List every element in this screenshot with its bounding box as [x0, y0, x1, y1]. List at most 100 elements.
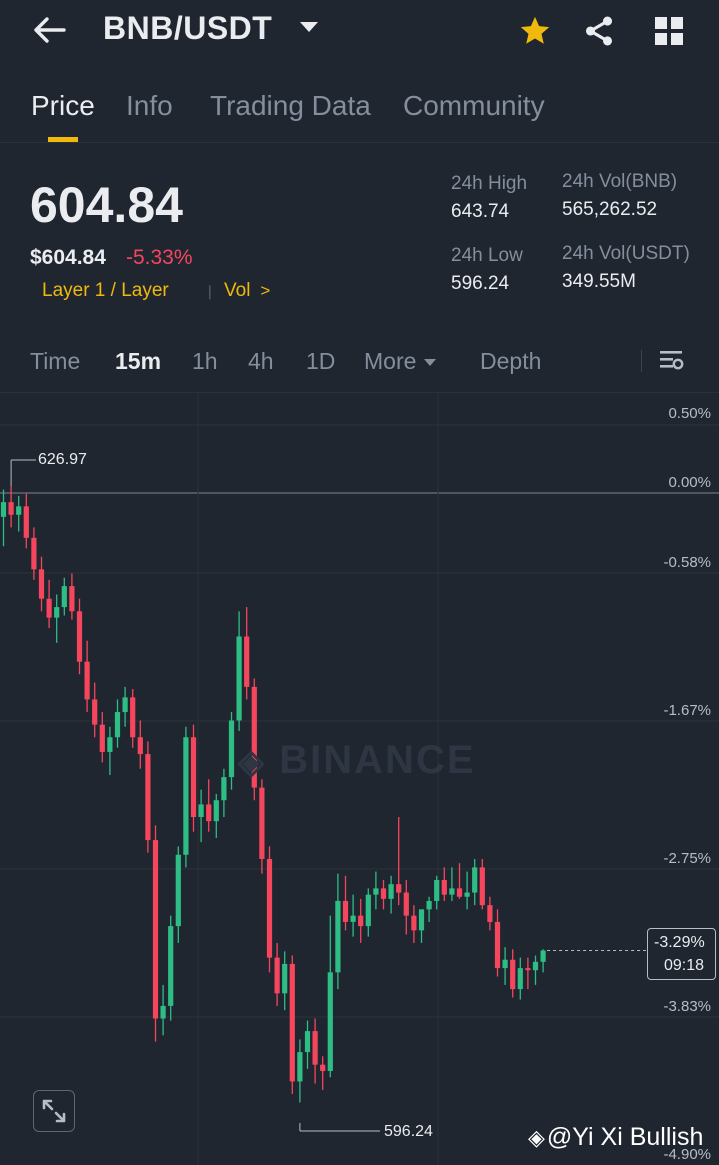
candle-body — [198, 804, 204, 818]
tf-more[interactable]: More — [364, 348, 437, 375]
tab-trading-data[interactable]: Trading Data — [210, 90, 371, 121]
candle-body — [494, 921, 501, 969]
candle-body — [380, 888, 387, 899]
candle-body — [335, 900, 341, 973]
candle-body — [61, 586, 67, 608]
candle-body — [251, 686, 257, 788]
binance-watermark: ◈ BINANCE — [238, 738, 476, 783]
tf-1h[interactable]: 1h — [192, 348, 218, 374]
low-value: 596.24 — [451, 273, 510, 294]
toolbar-divider — [641, 350, 642, 372]
candle-body — [282, 963, 288, 994]
candle-body — [479, 867, 485, 906]
candle-body — [8, 502, 14, 515]
candle-body — [16, 506, 22, 515]
candle-body — [312, 1031, 318, 1065]
candle-body — [320, 1064, 326, 1071]
candle-body — [464, 892, 470, 897]
current-price-box — [647, 928, 716, 980]
candle-body — [449, 888, 455, 895]
last-price: 604.84 — [30, 177, 183, 233]
candle-body — [418, 909, 425, 931]
category-tag[interactable]: Layer 1 / Layer — [42, 280, 169, 301]
candle-body — [114, 712, 121, 738]
fullscreen-button[interactable] — [33, 1090, 75, 1132]
candle-body — [221, 777, 227, 801]
vol-bnb-label: 24h Vol(BNB) — [562, 171, 678, 192]
candle-body — [130, 697, 136, 738]
candle-body — [183, 737, 189, 855]
vol-bnb-value: 565,262.52 — [562, 199, 658, 220]
candle-body — [525, 968, 531, 971]
tf-15m[interactable]: 15m — [115, 348, 162, 374]
candle-body — [76, 611, 83, 662]
vol-link[interactable]: Vol > — [224, 280, 270, 302]
candle-body — [244, 636, 250, 687]
candlestick-chart[interactable] — [0, 393, 719, 1165]
candle-body — [297, 1052, 303, 1082]
candle-body — [289, 963, 295, 1082]
tf-1d[interactable]: 1D — [306, 348, 336, 374]
back-arrow-icon[interactable] — [32, 14, 68, 46]
tab-info[interactable]: Info — [126, 90, 173, 121]
top-bar: BNB/USDT — [0, 0, 719, 66]
binance-diamond-icon: ◈ — [528, 1125, 545, 1150]
candles — [0, 486, 546, 1103]
tab-price[interactable]: Price — [31, 90, 95, 121]
high-value: 643.74 — [451, 201, 510, 222]
candle-body — [107, 737, 113, 752]
candle-body — [84, 661, 90, 700]
tf-time[interactable]: Time — [30, 348, 81, 374]
candle-body — [350, 915, 356, 922]
high-marker-label: 626.97 — [38, 451, 87, 468]
candle-body — [228, 720, 235, 778]
candle-body — [456, 888, 463, 897]
candle-body — [69, 586, 75, 612]
candle-body — [304, 1031, 311, 1053]
candle-body — [266, 858, 273, 958]
axis-tick: -2.75% — [663, 850, 711, 867]
tf-more-label: More — [364, 348, 417, 374]
credit-text: @Yi Xi Bullish — [546, 1123, 704, 1151]
candle-body — [441, 879, 447, 895]
axis-tick: -3.83% — [663, 998, 711, 1015]
tf-depth[interactable]: Depth — [480, 348, 542, 374]
candle-body — [396, 884, 402, 893]
candle-body — [46, 598, 52, 618]
candle-body — [137, 737, 143, 755]
vol-label: Vol — [224, 280, 251, 301]
candle-body — [517, 968, 523, 990]
star-icon[interactable] — [518, 14, 552, 48]
candle-body — [342, 900, 349, 922]
candle-body — [213, 800, 219, 822]
high-label: 24h High — [451, 173, 528, 194]
section-tabs: Price Info Trading Data Community — [0, 80, 719, 143]
tf-4h[interactable]: 4h — [248, 348, 274, 374]
low-label: 24h Low — [451, 245, 523, 266]
candle-body — [31, 537, 37, 570]
chart-settings-icon[interactable] — [659, 349, 685, 373]
axis-tick: -4.90% — [663, 1146, 711, 1163]
tab-community[interactable]: Community — [403, 90, 545, 121]
candle-body — [411, 915, 417, 931]
grid-icon[interactable] — [654, 16, 684, 46]
candle-body — [206, 804, 212, 822]
share-icon[interactable] — [582, 14, 616, 48]
candle-body — [259, 787, 265, 859]
candle-body — [532, 961, 539, 971]
candle-body — [145, 754, 151, 841]
watermark-credit: ◈@Yi Xi Bullish — [528, 1123, 703, 1152]
watermark-text: BINANCE — [279, 738, 476, 782]
pair-dropdown-icon[interactable] — [300, 22, 318, 32]
axis-tick: 0.50% — [668, 405, 711, 422]
candle-body — [487, 905, 493, 922]
candle-body — [502, 959, 508, 969]
low-marker-label: 596.24 — [384, 1123, 433, 1140]
timeframe-separator — [0, 392, 719, 393]
candle-body — [160, 1005, 166, 1019]
candle-body — [0, 502, 7, 517]
candle-body — [426, 900, 432, 910]
candle-body — [373, 888, 379, 895]
current-change-label: -3.29% — [654, 934, 705, 951]
pair-title[interactable]: BNB/USDT — [103, 10, 273, 46]
